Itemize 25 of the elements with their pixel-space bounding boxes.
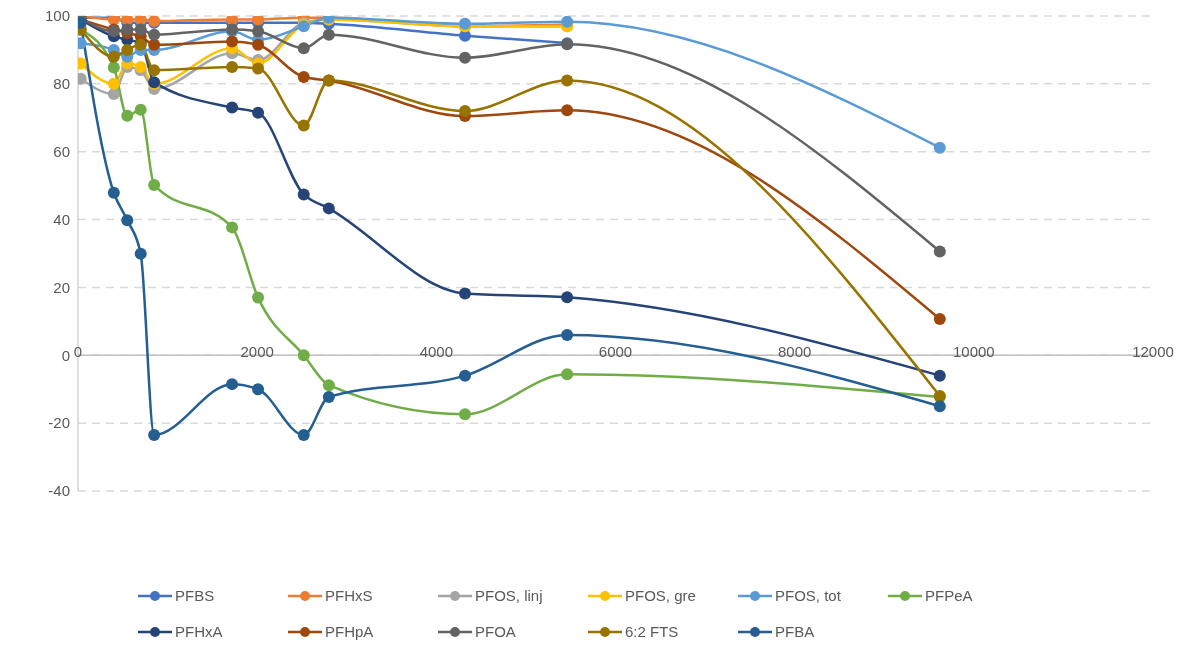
y-tick-label: -40 bbox=[48, 482, 70, 500]
x-tick-label: 10000 bbox=[952, 342, 995, 360]
y-tick-label: -20 bbox=[48, 414, 70, 432]
legend-label: PFOA bbox=[475, 622, 516, 642]
y-tick-label: 80 bbox=[53, 75, 70, 93]
legend-label: PFOS, tot bbox=[775, 586, 841, 606]
x-tick-label: 0 bbox=[73, 342, 83, 360]
x-tick-label: 4000 bbox=[419, 342, 454, 360]
legend-label: 6:2 FTS bbox=[625, 622, 679, 642]
legend-label: PFBS bbox=[175, 586, 215, 606]
x-tick-label: 8000 bbox=[777, 342, 812, 360]
legend-label: PFOS, gre bbox=[625, 586, 696, 606]
legend-label: PFBA bbox=[775, 622, 815, 642]
legend-label: PFPeA bbox=[925, 586, 973, 606]
legend-label: PFOS, linj bbox=[475, 586, 543, 606]
legend-label: PFHxS bbox=[325, 586, 373, 606]
y-tick-label: 40 bbox=[53, 210, 70, 228]
y-tick-label: 60 bbox=[53, 143, 70, 161]
y-tick-label: 100 bbox=[44, 7, 70, 25]
y-tick-label: 20 bbox=[53, 278, 70, 296]
legend-label: PFHxA bbox=[175, 622, 223, 642]
legend-label: PFHpA bbox=[325, 622, 374, 642]
x-tick-label: 2000 bbox=[240, 342, 274, 360]
x-tick-label: 6000 bbox=[598, 342, 633, 360]
x-tick-label: 12000 bbox=[1132, 342, 1174, 360]
